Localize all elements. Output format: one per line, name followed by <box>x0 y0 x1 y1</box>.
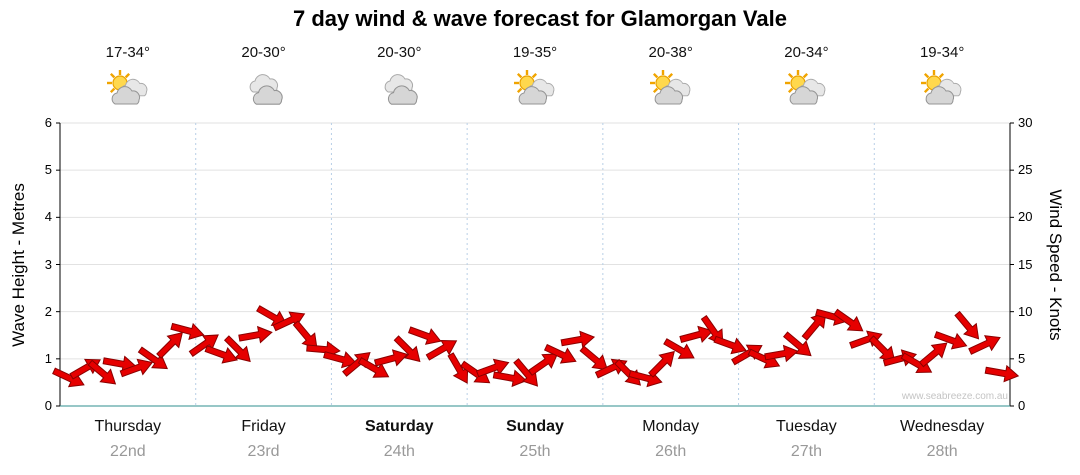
day-date: 22nd <box>110 443 146 460</box>
day-name: Monday <box>642 418 700 435</box>
sun-cloud-icon <box>921 70 962 105</box>
wind-arrow <box>984 364 1020 383</box>
wind-arrow <box>170 322 205 340</box>
day-icon-holder <box>785 70 829 115</box>
day-icon-holder <box>649 70 694 115</box>
wind-arrow <box>238 325 273 344</box>
wind-arrow <box>119 358 154 378</box>
wind-arrow <box>475 358 510 378</box>
day-name: Friday <box>241 418 286 435</box>
wind-arrow <box>425 339 458 361</box>
sun-cloud-icon <box>785 70 826 105</box>
day-name: Saturday <box>365 418 434 435</box>
day-date: 23rd <box>247 443 280 460</box>
day-temp-range: 20-38° <box>648 44 693 61</box>
day-date: 26th <box>655 443 687 460</box>
wind-arrow <box>801 312 827 341</box>
sun-cloud-icon <box>649 70 691 105</box>
right-axis-tick-label: 20 <box>1018 209 1033 225</box>
cloudy-icon <box>249 74 283 105</box>
right-axis-tick-label: 30 <box>1018 115 1033 130</box>
day-temp-range: 19-34° <box>919 44 965 61</box>
day-temp-range: 20-30° <box>241 44 286 61</box>
wind-arrow <box>223 335 251 363</box>
day-name: Sunday <box>506 418 564 435</box>
watermark: www.seabreeze.com.au <box>901 391 1008 402</box>
wind-arrow <box>663 338 695 359</box>
day-temp-range: 20-34° <box>784 44 829 61</box>
left-axis-tick-label: 0 <box>44 398 52 413</box>
wind-arrow <box>492 369 528 388</box>
wind-arrow <box>323 351 358 369</box>
wind-arrow <box>543 343 577 364</box>
right-axis-tick-label: 15 <box>1018 256 1033 272</box>
left-axis-tick-label: 6 <box>44 115 52 130</box>
wind-arrow <box>560 330 596 349</box>
day-icon-holder <box>921 70 965 115</box>
wind-arrow <box>648 350 675 378</box>
wind-arrow <box>407 326 442 345</box>
wind-arrow <box>357 357 390 378</box>
wind-arrow <box>527 353 559 376</box>
day-icon-holder <box>249 70 287 115</box>
day-temp-range: 20-30° <box>377 44 422 61</box>
wind-arrow <box>393 335 421 363</box>
wind-arrow <box>679 325 714 343</box>
right-axis-tick-label: 25 <box>1018 162 1033 178</box>
day-temp-range: 19-35° <box>512 44 558 61</box>
day-icon-holder <box>384 70 422 115</box>
wind-arrow <box>968 335 1001 355</box>
day-name: Wednesday <box>900 418 985 435</box>
wind-arrow <box>954 310 980 340</box>
day-icon-holder <box>514 70 558 115</box>
day-header-row: 17-34° 20-30° 20-30° 19-35° 20-38° 20-34° 19-3… <box>0 0 1080 120</box>
day-date: 25th <box>519 443 551 460</box>
sun-cloud-icon <box>514 70 555 105</box>
right-axis-tick-label: 0 <box>1018 398 1026 413</box>
wind-arrow <box>87 359 117 385</box>
wind-arrow <box>137 346 169 370</box>
wind-arrow <box>933 331 968 350</box>
wind-arrow <box>188 334 219 358</box>
left-axis-tick-label: 2 <box>44 303 52 319</box>
day-date: 28th <box>926 443 958 460</box>
wind-arrow <box>783 331 812 357</box>
left-axis-tick-label: 1 <box>44 350 52 366</box>
sun-cloud-icon <box>106 70 148 105</box>
page-title: 7 day wind & wave forecast for Glamorgan… <box>293 6 787 31</box>
left-axis-tick-label: 4 <box>44 209 52 225</box>
wind-arrow <box>764 344 799 363</box>
day-name: Thursday <box>94 418 162 435</box>
left-axis-tick-label: 3 <box>44 256 52 272</box>
day-name: Tuesday <box>776 418 837 435</box>
right-axis-tick-label: 5 <box>1018 350 1026 366</box>
wind-arrow <box>447 352 469 384</box>
left-axis-tick-label: 5 <box>44 162 52 178</box>
day-icon-holder <box>106 70 151 115</box>
cloudy-icon <box>384 74 418 105</box>
day-temp-range: 17-34° <box>105 44 151 61</box>
day-date: 27th <box>790 443 822 460</box>
wind-arrow <box>204 345 239 364</box>
right-axis-tick-label: 10 <box>1018 303 1033 319</box>
wind-arrow <box>833 308 864 332</box>
wind-arrow <box>579 345 609 371</box>
wind-arrow <box>272 311 306 332</box>
wind-arrow <box>918 342 948 368</box>
wind-arrow <box>373 349 409 367</box>
day-date: 24th <box>383 443 415 460</box>
wind-arrow <box>156 332 183 359</box>
wind-arrow <box>713 335 747 355</box>
